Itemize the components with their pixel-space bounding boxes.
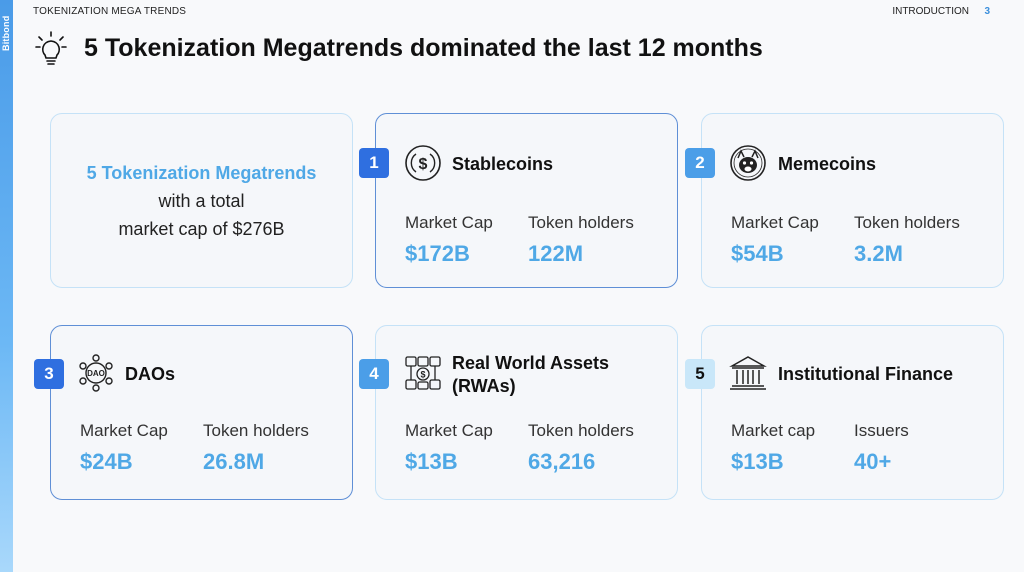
trend-name: Institutional Finance: [778, 364, 954, 384]
dollar-coin-icon: $: [405, 145, 441, 181]
brand-sidebar: Bitbond: [0, 0, 13, 572]
trend-card-rwas: $ Real World Assets (RWAs) Market Cap $1…: [375, 325, 678, 500]
holders-value: 122M: [528, 241, 584, 266]
chapter-label: INTRODUCTION: [892, 6, 969, 17]
lightbulb-icon: [35, 31, 67, 65]
holders-label: Token holders: [528, 213, 634, 232]
real-world-assets-icon: $: [405, 356, 441, 390]
trend-name: Memecoins: [778, 154, 877, 174]
market-cap-value: $24B: [80, 449, 133, 474]
holders-value: 3.2M: [854, 241, 903, 266]
market-cap-label: Market Cap: [80, 421, 168, 440]
trend-number-badge: 3: [34, 359, 64, 389]
market-cap-value: $13B: [405, 449, 458, 474]
trend-name: (RWAs): [452, 376, 516, 396]
trend-number-badge: 4: [359, 359, 389, 389]
trend-card-institutional-finance: Institutional Finance Market cap $13B Is…: [701, 325, 1004, 500]
page-title: 5 Tokenization Megatrends dominated the …: [84, 34, 763, 62]
trend-number-badge: 2: [685, 148, 715, 178]
brand-logo: Bitbond: [1, 15, 11, 51]
market-cap-label: Market Cap: [405, 213, 493, 232]
holders-value: 63,216: [528, 449, 596, 474]
trend-name: DAOs: [125, 364, 176, 384]
market-cap-value: $172B: [405, 241, 470, 266]
holders-label: Token holders: [203, 421, 309, 440]
trend-card-daos: DAO DAOs Market Cap $24B Token holders 2…: [50, 325, 353, 500]
issuers-label: Issuers: [854, 421, 909, 440]
svg-text:$: $: [419, 156, 428, 173]
market-cap-value: $54B: [731, 241, 784, 266]
issuers-value: 40+: [854, 449, 892, 474]
holders-label: Token holders: [854, 213, 960, 232]
holders-label: Token holders: [528, 421, 634, 440]
trend-name: Real World Assets: [452, 353, 610, 373]
dao-network-icon: DAO: [79, 354, 113, 392]
summary-card: 5 Tokenization Megatrends with a total m…: [50, 113, 353, 288]
section-label: TOKENIZATION MEGA TRENDS: [33, 6, 187, 17]
trend-name: Stablecoins: [452, 154, 554, 174]
market-cap-label: Market Cap: [405, 421, 493, 440]
svg-text:$: $: [420, 370, 425, 380]
trend-number-badge: 5: [685, 359, 715, 389]
svg-text:DAO: DAO: [87, 369, 105, 378]
market-cap-label: Market Cap: [731, 213, 819, 232]
page-number: 3: [984, 6, 990, 17]
summary-highlight: 5 Tokenization Megatrends: [86, 162, 317, 183]
bank-building-icon: [729, 356, 767, 390]
trend-number-badge: 1: [359, 148, 389, 178]
trend-card-stablecoins: $ Stablecoins Market Cap $172B Token hol…: [375, 113, 678, 288]
summary-line: with a total: [158, 190, 245, 211]
shiba-dog-icon: [730, 145, 766, 181]
market-cap-label: Market cap: [731, 421, 816, 440]
holders-value: 26.8M: [203, 449, 265, 474]
summary-line: market cap of $276B: [118, 218, 285, 239]
trend-card-memecoins: Memecoins Market Cap $54B Token holders …: [701, 113, 1004, 288]
market-cap-value: $13B: [731, 449, 784, 474]
